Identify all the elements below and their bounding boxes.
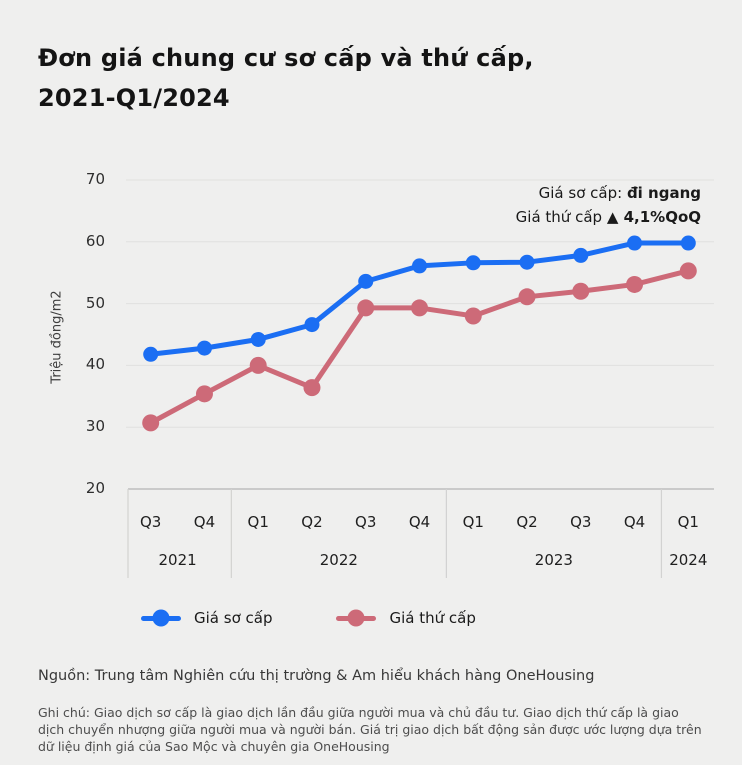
x-tick-label: Q4 xyxy=(193,513,216,531)
legend-label: Giá thứ cấp xyxy=(389,609,476,627)
data-point xyxy=(412,258,427,274)
data-point xyxy=(679,262,697,280)
y-tick-label: 40 xyxy=(85,355,105,374)
data-point xyxy=(519,254,535,270)
y-tick-label: 70 xyxy=(85,170,105,188)
year-label: 2021 xyxy=(158,551,197,569)
legend-item: Giá thứ cấp xyxy=(336,609,476,627)
x-tick-label: Q4 xyxy=(408,513,431,531)
data-point xyxy=(303,379,321,397)
year-label: 2023 xyxy=(534,551,573,569)
data-point xyxy=(680,235,696,251)
x-tick-label: Q3 xyxy=(140,513,162,531)
data-point xyxy=(143,346,159,362)
data-point xyxy=(358,273,374,289)
x-tick-label: Q1 xyxy=(462,513,484,531)
series-line-1 xyxy=(148,268,691,426)
data-point xyxy=(142,414,160,432)
legend-dot-icon xyxy=(347,609,365,627)
x-tick-label: Q1 xyxy=(677,513,699,531)
y-tick-label: 20 xyxy=(85,479,105,497)
legend: Giá sơ cấp Giá thứ cấp xyxy=(141,609,540,627)
legend-label: Giá sơ cấp xyxy=(194,609,273,627)
data-point xyxy=(195,385,213,403)
chart-title: Đơn giá chung cư sơ cấp và thứ cấp, 2021… xyxy=(38,44,534,112)
data-point xyxy=(518,288,536,306)
x-tick-label: Q1 xyxy=(247,513,269,531)
data-point xyxy=(249,356,267,374)
x-tick-label: Q2 xyxy=(301,513,323,531)
legend-dot-icon xyxy=(152,609,170,627)
data-point xyxy=(626,275,644,293)
x-tick-label: Q3 xyxy=(570,513,592,531)
y-tick-label: 30 xyxy=(85,417,105,436)
legend-line-marker-icon xyxy=(336,609,377,627)
data-point xyxy=(465,255,481,271)
data-point xyxy=(464,307,482,325)
chart-area: Triệu đồng/m2 70 60 50 40 30 20 Q3 Q4 Q1 Q2 Q3 Q4 Q… xyxy=(50,170,714,627)
year-label: 2022 xyxy=(319,551,358,569)
x-tick-label: Q3 xyxy=(355,513,377,531)
data-point xyxy=(627,235,643,251)
x-tick-label: Q2 xyxy=(516,513,538,531)
data-point xyxy=(411,299,428,317)
trend-annotation: Giá sơ cấp: đi ngang Giá thứ cấp ▲ 4,1%Q… xyxy=(516,181,701,229)
y-tick-label: 60 xyxy=(85,231,105,250)
legend-line-marker-icon xyxy=(141,609,181,627)
annotation-secondary-line: Giá thứ cấp ▲ 4,1%QoQ xyxy=(515,208,701,226)
data-point xyxy=(304,317,320,333)
annotation-primary-line: Giá sơ cấp: đi ngang xyxy=(538,184,701,202)
data-point xyxy=(572,282,590,300)
plot-canvas xyxy=(126,179,714,578)
legend-item: Giá sơ cấp xyxy=(141,609,272,627)
data-point xyxy=(196,340,212,356)
footnote-text: Ghi chú: Giao dịch sơ cấp là giao dịch l… xyxy=(38,705,702,754)
source-text: Nguồn: Trung tâm Nghiên cứu thị trường &… xyxy=(38,668,595,684)
data-point xyxy=(357,299,375,317)
data-point xyxy=(573,247,589,263)
year-label: 2024 xyxy=(669,551,708,569)
data-point xyxy=(250,331,266,347)
y-tick-label: 50 xyxy=(85,293,105,312)
x-tick-label: Q4 xyxy=(623,513,646,531)
